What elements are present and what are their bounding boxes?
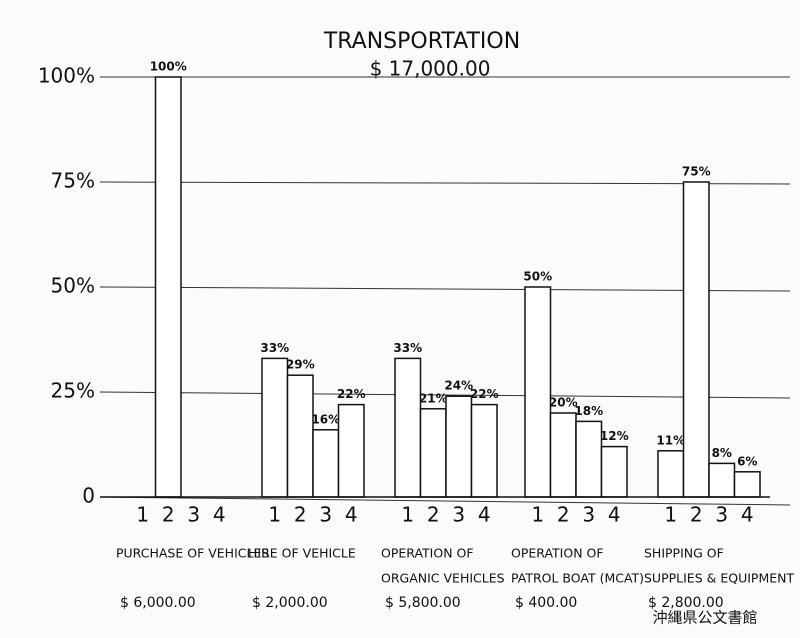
y-tick-label: 25% — [51, 379, 95, 403]
x-tick-label: 1 — [531, 503, 544, 527]
value-label: 8% — [712, 446, 732, 460]
bar — [261, 357, 289, 498]
value-label: 18% — [574, 404, 603, 418]
group-amount: $ 400.00 — [515, 595, 577, 611]
group-amount: $ 5,800.00 — [385, 595, 461, 611]
x-tick-label: 1 — [664, 503, 677, 527]
x-tick-label: 2 — [294, 503, 307, 527]
grid-line — [99, 286, 791, 292]
x-tick-label: 1 — [268, 503, 281, 527]
value-label: 33% — [393, 341, 422, 355]
group-amount: $ 2,000.00 — [252, 595, 328, 611]
x-tick-label: 3 — [452, 503, 465, 527]
group-label: SUPPLIES & EQUIPMENT — [644, 571, 794, 586]
x-tick-label: 3 — [319, 503, 332, 527]
bar — [394, 357, 422, 498]
group-amount: $ 6,000.00 — [120, 595, 196, 611]
bar — [154, 76, 182, 498]
bar — [312, 429, 340, 498]
chart-title: TRANSPORTATION — [323, 29, 520, 54]
bar — [657, 450, 685, 498]
x-tick-label: 4 — [741, 503, 754, 527]
bar — [286, 374, 314, 498]
value-label: 29% — [286, 358, 315, 372]
bar — [733, 471, 761, 498]
x-tick-label: 2 — [690, 503, 703, 527]
x-tick-label: 1 — [401, 503, 414, 527]
group-amount: $ 2,800.00 — [648, 595, 724, 611]
y-tick-label: 75% — [51, 169, 95, 193]
value-label: 100% — [150, 60, 187, 74]
grid-line — [99, 391, 791, 399]
group-label: ORGANIC VEHICLES — [381, 571, 505, 586]
x-tick-label: 4 — [345, 503, 358, 527]
group-label: OPERATION OF — [511, 546, 604, 561]
value-label: 20% — [549, 396, 578, 410]
grid-line — [99, 496, 791, 506]
x-tick-label: 2 — [557, 503, 570, 527]
group-label: PURCHASE OF VEHICLES — [116, 546, 269, 561]
value-label: 75% — [682, 165, 711, 179]
bar — [419, 408, 447, 498]
x-tick-label: 4 — [213, 503, 226, 527]
bar — [337, 403, 365, 498]
bar — [524, 286, 552, 498]
value-label: 33% — [260, 341, 289, 355]
watermark: 沖縄県公文書館 — [652, 609, 757, 627]
value-label: 22% — [470, 387, 499, 401]
value-label: 12% — [600, 429, 629, 443]
bar — [575, 420, 603, 498]
value-label: 16% — [311, 412, 340, 426]
y-tick-label: 100% — [38, 64, 95, 88]
x-tick-label: 3 — [715, 503, 728, 527]
y-tick-label: 50% — [51, 274, 95, 298]
x-tick-label: 2 — [427, 503, 440, 527]
x-tick-label: 4 — [478, 503, 491, 527]
value-label: 6% — [737, 454, 757, 468]
value-label: 50% — [523, 270, 552, 284]
group-label: OPERATION OF — [381, 546, 474, 561]
value-label: 11% — [656, 433, 685, 447]
bar — [600, 445, 628, 498]
x-tick-label: 3 — [582, 503, 595, 527]
x-tick-label: 4 — [608, 503, 621, 527]
bar — [682, 181, 710, 498]
bar — [708, 462, 736, 498]
x-tick-label: 1 — [136, 503, 149, 527]
value-label: 22% — [337, 387, 366, 401]
grid-line — [99, 181, 791, 185]
x-tick-label: 2 — [162, 503, 175, 527]
bar — [445, 395, 473, 498]
group-label: PATROL BOAT (MCAT) — [511, 571, 644, 586]
bar — [470, 403, 498, 498]
group-label: SHIPPING OF — [644, 546, 724, 561]
group-label: HIRE OF VEHICLE — [248, 546, 356, 561]
x-tick-label: 3 — [187, 503, 200, 527]
y-tick-label: 0 — [82, 484, 95, 508]
value-label: 24% — [444, 379, 473, 393]
value-label: 21% — [419, 391, 448, 405]
bar — [549, 412, 577, 498]
